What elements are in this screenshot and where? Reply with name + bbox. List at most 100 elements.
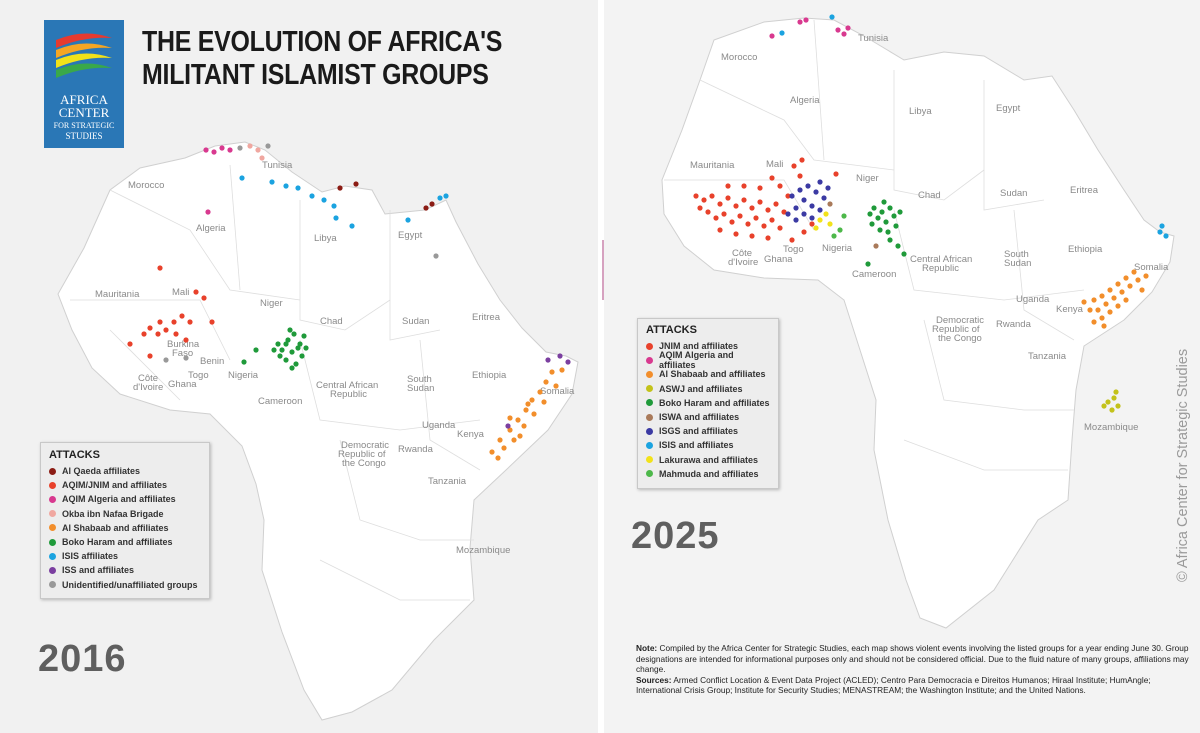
legend-swatch-icon	[49, 510, 56, 518]
logo-line-for-strategic: FOR STRATEGIC	[53, 121, 115, 130]
country-label: Mozambique	[456, 545, 510, 556]
legend-swatch-icon	[646, 470, 653, 478]
attack-dot-al-shabaab	[507, 427, 513, 433]
africa-landmass	[57, 141, 579, 721]
attack-dot-boko-haram	[871, 205, 877, 211]
legend-item: ISWA and affiliates	[646, 410, 770, 424]
country-label: Tanzania	[428, 476, 467, 487]
copyright-notice: © Africa Center for Strategic Studies	[1175, 348, 1191, 582]
legend-swatch-icon	[49, 481, 56, 489]
legend-label: Okba ibn Nafaa Brigade	[62, 508, 164, 519]
country-label: Niger	[856, 173, 879, 184]
legend-item: Al Shabaab and affiliates	[49, 521, 201, 535]
country-label: Somalia	[1134, 262, 1169, 273]
country-label: Nigeria	[822, 243, 853, 254]
country-label: Kenya	[457, 429, 485, 440]
legend-label: ISWA and affiliates	[659, 412, 740, 423]
legend-label: Al Shabaab and affiliates	[659, 369, 766, 380]
legend-swatch-icon	[49, 538, 56, 546]
attack-dot-isgs	[789, 193, 795, 199]
year-label-2016: 2016	[38, 638, 127, 680]
attack-dot-boko-haram	[285, 337, 291, 343]
country-label: Tanzania	[1028, 351, 1067, 362]
legend-label: Boko Haram and affiliates	[62, 537, 173, 548]
legend-swatch-icon	[49, 552, 56, 560]
legend-label: ISS and affiliates	[62, 565, 135, 576]
legend-2025: ATTACKS JNIM and affiliates AQIM Algeria …	[637, 318, 779, 489]
attack-dot-aqim-algeria	[203, 147, 209, 153]
legend-swatch-icon	[646, 342, 653, 350]
attack-dots-2016	[127, 143, 571, 461]
attack-dot-isis	[1157, 229, 1163, 235]
legend-swatch-icon	[49, 524, 56, 532]
country-label: Algeria	[790, 95, 820, 106]
title-line-1: THE EVOLUTION OF AFRICA'S	[142, 26, 503, 58]
legend-title: ATTACKS	[49, 449, 100, 461]
country-label: Kenya	[1056, 304, 1084, 315]
sources-paragraph: Sources: Armed Conflict Location & Event…	[636, 675, 1191, 696]
legend-swatch-icon	[646, 399, 653, 407]
country-label: Mali	[766, 159, 783, 170]
legend-item: AQIM Algeria and affiliates	[49, 492, 201, 506]
country-label: Faso	[172, 348, 193, 359]
note-paragraph: Note: Compiled by the Africa Center for …	[636, 643, 1191, 675]
legend-item: Boko Haram and affiliates	[49, 535, 201, 549]
legend-item: AQIM/JNIM and affiliates	[49, 478, 201, 492]
country-label: Morocco	[128, 180, 164, 191]
country-label: Mozambique	[1084, 422, 1138, 433]
country-label: Sudan	[402, 316, 429, 327]
year-label-2025: 2025	[631, 515, 720, 557]
legend-item: AQIM Algeria and affiliates	[646, 350, 770, 371]
country-label: the Congo	[342, 458, 386, 469]
legend-item: ASWJ and affiliates	[646, 382, 770, 396]
legend-label: Mahmuda and affiliates	[659, 468, 759, 479]
legend-title: ATTACKS	[646, 324, 697, 336]
legend-label: Al Qaeda affiliates	[62, 466, 141, 477]
country-label: the Congo	[938, 333, 982, 344]
legend-swatch-icon	[646, 385, 653, 393]
country-label: Mauritania	[95, 289, 140, 300]
country-label: Benin	[200, 356, 224, 367]
attack-dot-okba	[247, 143, 253, 149]
country-label: Sudan	[1004, 258, 1031, 269]
country-label: Tunisia	[858, 33, 889, 44]
sources-text: Armed Conflict Location & Event Data Pro…	[636, 674, 1151, 696]
legend-swatch-icon	[646, 441, 653, 449]
legend-label: ISGS and affiliates	[659, 426, 739, 437]
country-label: Uganda	[1016, 294, 1050, 305]
country-label: Libya	[909, 106, 932, 117]
legend-swatch-icon	[646, 370, 653, 378]
country-label: Republic	[922, 263, 959, 274]
legend-label: Unidentified/unaffiliated groups	[62, 579, 198, 590]
country-label: Côte	[138, 373, 158, 384]
legend-swatch-icon	[646, 427, 653, 435]
attack-dot-aqim-algeria	[769, 33, 775, 39]
legend-item: ISIS and affiliates	[646, 438, 770, 452]
sources-label: Sources:	[636, 674, 672, 685]
attack-dot-unidentified	[237, 145, 243, 151]
note-label: Note:	[636, 643, 658, 653]
africa-map-2016: Tunisia Morocco Algeria Libya Egypt Maur…	[57, 141, 579, 721]
country-label: South	[407, 374, 432, 385]
country-label: Democratic	[936, 315, 984, 326]
legend-swatch-icon	[646, 413, 653, 421]
legend-label: AQIM/JNIM and affiliates	[62, 480, 168, 491]
country-label: Chad	[918, 190, 941, 201]
legend-swatch-icon	[49, 566, 56, 574]
africa-center-logo: AFRICA CENTER FOR STRATEGIC STUDIES	[44, 20, 124, 148]
legend-2016: ATTACKS Al Qaeda affiliates AQIM/JNIM and…	[40, 442, 210, 599]
country-label: Togo	[783, 244, 804, 255]
country-label: Rwanda	[398, 444, 434, 455]
country-label: Ethiopia	[472, 370, 507, 381]
legend-label: AQIM Algeria and affiliates	[659, 350, 734, 371]
legend-label: Boko Haram and affiliates	[659, 397, 770, 408]
legend-label: Lakurawa and affiliates	[659, 454, 759, 465]
title-line-2: MILITANT ISLAMIST GROUPS	[142, 59, 489, 91]
country-label: Central African	[910, 254, 972, 265]
country-label: Eritrea	[1070, 185, 1099, 196]
page-title: THE EVOLUTION OF AFRICA'S MILITANT ISLAM…	[142, 26, 502, 92]
country-label: Egypt	[996, 103, 1021, 114]
country-label: Morocco	[721, 52, 757, 63]
map-panel-2025: Tunisia Morocco Algeria Libya Egypt Maur…	[604, 0, 1200, 733]
country-label: Algeria	[196, 223, 226, 234]
